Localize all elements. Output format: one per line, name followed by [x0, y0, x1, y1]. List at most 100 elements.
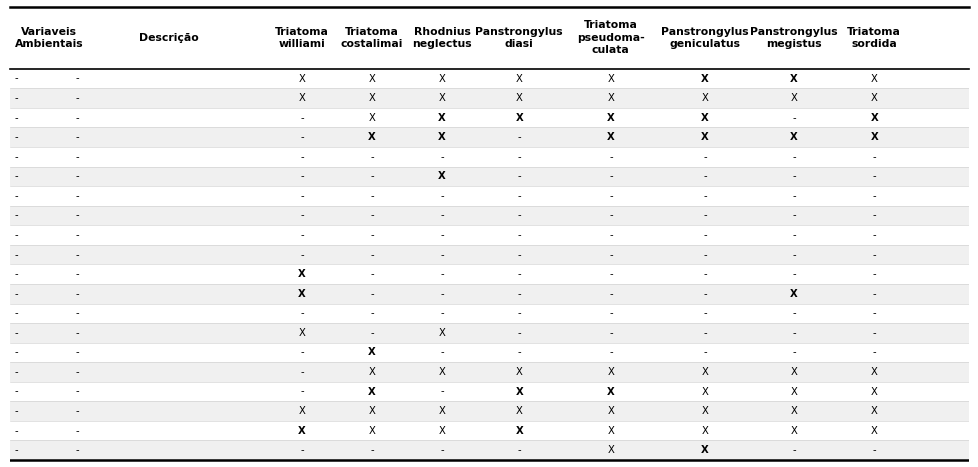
Text: -: - [871, 269, 875, 279]
Text: -: - [517, 171, 520, 181]
Text: -: - [75, 152, 78, 162]
Text: -: - [15, 308, 19, 318]
Text: -: - [300, 387, 303, 396]
Text: X: X [438, 367, 445, 377]
Text: -: - [871, 347, 875, 357]
Text: X: X [606, 445, 613, 455]
Text: -: - [75, 249, 78, 260]
Text: -: - [608, 328, 612, 338]
Text: X: X [368, 347, 376, 357]
Text: -: - [370, 191, 374, 201]
Bar [10, 304, 968, 323]
Text: X: X [368, 93, 375, 103]
Text: X: X [869, 406, 876, 416]
Text: X: X [438, 113, 445, 123]
Text: X: X [438, 132, 445, 142]
Text: -: - [517, 249, 520, 260]
Bar [10, 440, 968, 460]
Text: -: - [15, 249, 19, 260]
Text: Triatoma
williami: Triatoma williami [275, 27, 329, 49]
Text: -: - [15, 113, 19, 123]
Bar [10, 401, 968, 421]
Text: X: X [515, 406, 522, 416]
Text: -: - [300, 230, 303, 240]
Text: -: - [300, 367, 303, 377]
Text: -: - [15, 426, 19, 436]
Text: X: X [606, 132, 614, 142]
Text: -: - [300, 211, 303, 220]
Text: -: - [871, 230, 875, 240]
Text: -: - [370, 230, 374, 240]
Text: X: X [368, 132, 376, 142]
Text: Triatoma
costalimai: Triatoma costalimai [340, 27, 403, 49]
Text: -: - [702, 289, 706, 299]
Text: X: X [438, 171, 445, 181]
Text: -: - [871, 191, 875, 201]
Text: -: - [791, 211, 795, 220]
Text: X: X [298, 73, 305, 84]
Text: -: - [608, 347, 612, 357]
Text: X: X [700, 73, 708, 84]
Text: -: - [15, 152, 19, 162]
Text: -: - [702, 191, 706, 201]
Text: X: X [297, 426, 305, 436]
Text: -: - [15, 406, 19, 416]
Text: -: - [517, 230, 520, 240]
Text: -: - [517, 328, 520, 338]
Text: -: - [75, 230, 78, 240]
Text: X: X [790, 387, 797, 396]
Text: Panstrongylus
geniculatus: Panstrongylus geniculatus [660, 27, 748, 49]
Bar [10, 225, 968, 245]
Text: -: - [75, 308, 78, 318]
Text: -: - [608, 269, 612, 279]
Text: -: - [75, 445, 78, 455]
Text: -: - [15, 269, 19, 279]
Text: -: - [702, 171, 706, 181]
Text: -: - [440, 249, 443, 260]
Text: Rhodnius
neglectus: Rhodnius neglectus [412, 27, 471, 49]
Text: X: X [368, 426, 375, 436]
Text: X: X [700, 445, 708, 455]
Bar [10, 88, 968, 108]
Text: X: X [790, 406, 797, 416]
Text: Triatoma
sordida: Triatoma sordida [846, 27, 900, 49]
Text: -: - [15, 171, 19, 181]
Text: X: X [869, 73, 876, 84]
Text: X: X [700, 367, 708, 377]
Text: X: X [298, 406, 305, 416]
Text: X: X [606, 406, 613, 416]
Text: -: - [702, 269, 706, 279]
Text: -: - [871, 249, 875, 260]
Text: X: X [790, 93, 797, 103]
Text: X: X [368, 367, 375, 377]
Text: -: - [15, 445, 19, 455]
Bar [10, 205, 968, 225]
Text: X: X [869, 132, 877, 142]
Text: X: X [515, 73, 522, 84]
Text: X: X [368, 387, 376, 396]
Text: Panstrongylus
megistus: Panstrongylus megistus [749, 27, 837, 49]
Text: X: X [368, 406, 375, 416]
Text: X: X [606, 93, 613, 103]
Bar [10, 69, 968, 88]
Text: -: - [791, 191, 795, 201]
Text: -: - [791, 171, 795, 181]
Text: -: - [608, 152, 612, 162]
Bar [10, 245, 968, 264]
Text: -: - [608, 230, 612, 240]
Text: X: X [438, 328, 445, 338]
Text: -: - [300, 171, 303, 181]
Text: X: X [515, 367, 522, 377]
Text: -: - [791, 308, 795, 318]
Bar [10, 323, 968, 343]
Text: -: - [300, 445, 303, 455]
Text: -: - [300, 152, 303, 162]
Text: -: - [702, 308, 706, 318]
Text: Panstrongylus
diasi: Panstrongylus diasi [475, 27, 562, 49]
Text: -: - [370, 328, 374, 338]
Text: -: - [370, 211, 374, 220]
Text: -: - [15, 367, 19, 377]
Text: X: X [368, 73, 375, 84]
Text: -: - [440, 445, 443, 455]
Text: X: X [790, 426, 797, 436]
